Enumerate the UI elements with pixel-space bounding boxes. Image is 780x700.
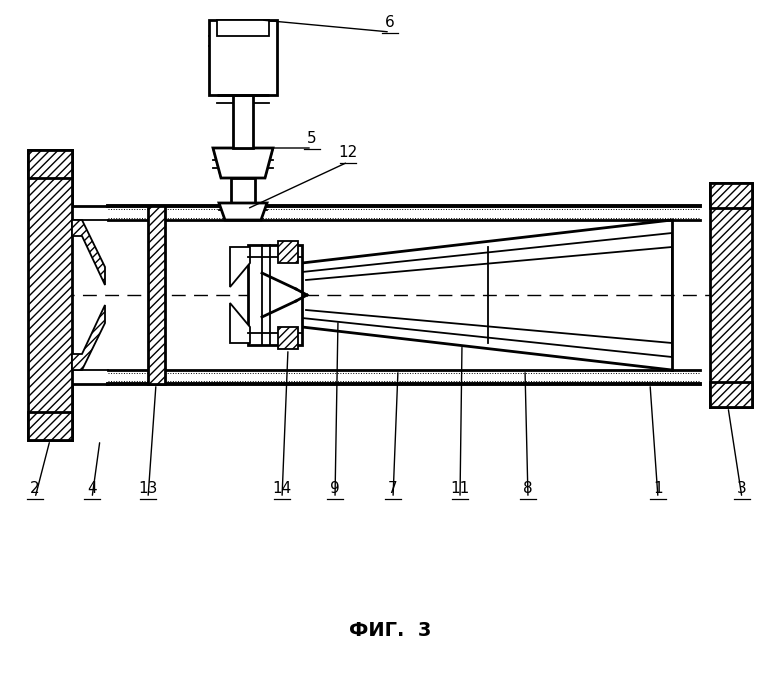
Bar: [233, 95, 253, 148]
Bar: [710, 183, 752, 407]
Polygon shape: [219, 203, 267, 220]
Text: 12: 12: [339, 145, 357, 160]
Polygon shape: [72, 305, 105, 370]
Text: 1: 1: [653, 481, 663, 496]
Bar: [710, 183, 752, 208]
Text: 5: 5: [307, 131, 317, 146]
Text: 6: 6: [385, 15, 395, 30]
Text: 14: 14: [272, 481, 292, 496]
Text: ФИГ.  3: ФИГ. 3: [349, 620, 431, 640]
Bar: [28, 150, 72, 178]
Bar: [231, 178, 255, 203]
Text: 2: 2: [30, 481, 40, 496]
Bar: [710, 382, 752, 407]
Text: 8: 8: [523, 481, 533, 496]
Bar: [278, 241, 298, 263]
Text: 13: 13: [138, 481, 158, 496]
Bar: [217, 20, 269, 36]
Text: 3: 3: [737, 481, 747, 496]
Bar: [28, 150, 72, 440]
Polygon shape: [230, 303, 250, 343]
Polygon shape: [72, 220, 105, 285]
Polygon shape: [230, 247, 250, 287]
Text: 7: 7: [388, 481, 398, 496]
Bar: [148, 206, 165, 384]
Text: 4: 4: [87, 481, 97, 496]
Text: 11: 11: [450, 481, 470, 496]
Polygon shape: [213, 148, 273, 178]
Bar: [209, 20, 277, 95]
Text: 9: 9: [330, 481, 340, 496]
Bar: [28, 412, 72, 440]
Bar: [248, 245, 302, 345]
Bar: [278, 327, 298, 349]
